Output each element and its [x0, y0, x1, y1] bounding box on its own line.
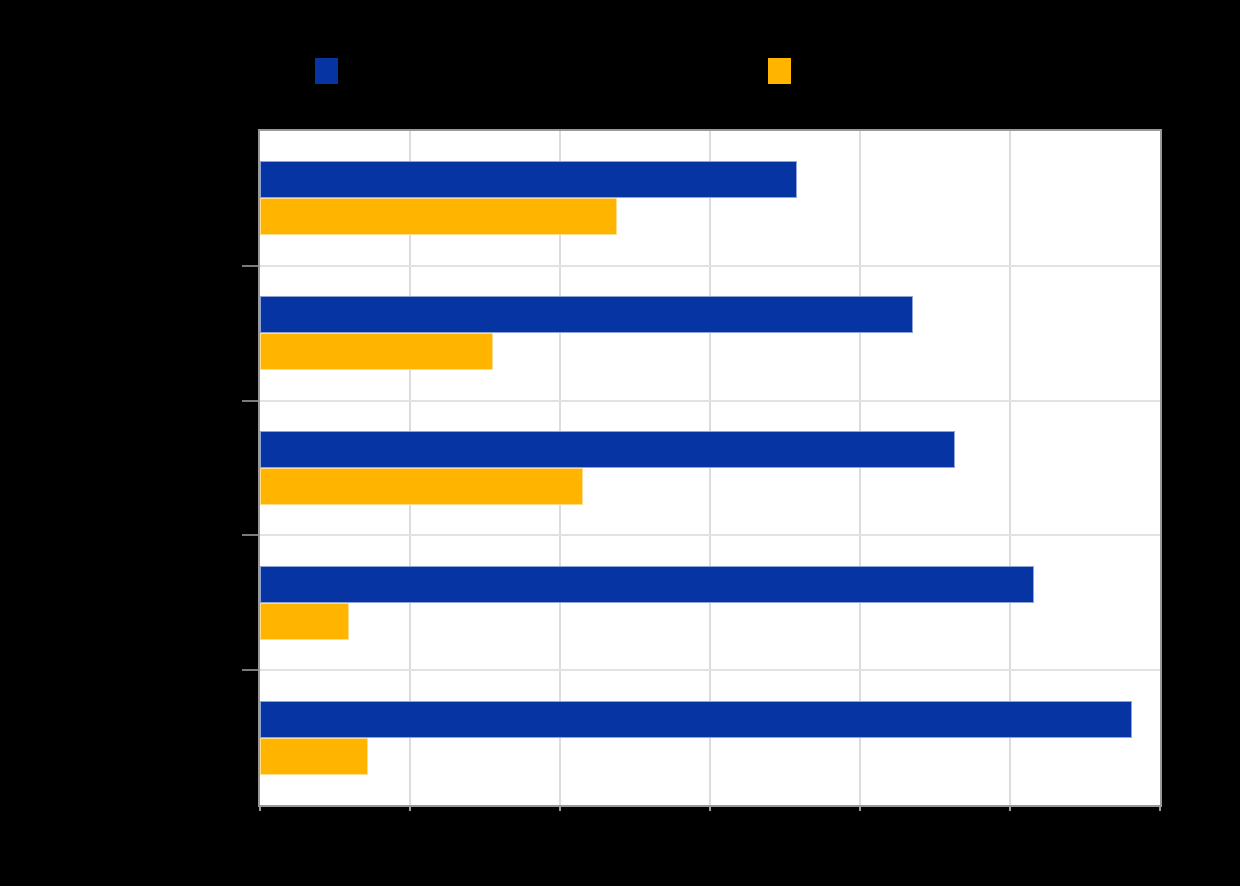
- bar-blue-group-1: [260, 161, 797, 198]
- legend-swatch-amber: [768, 58, 791, 84]
- x-axis-tick: [859, 807, 861, 811]
- bar-blue-group-4: [260, 566, 1034, 603]
- x-axis-tick: [1009, 807, 1011, 811]
- y-axis-tick: [242, 534, 258, 536]
- y-gridline: [260, 534, 1160, 536]
- y-axis-tick: [242, 669, 258, 671]
- chart-image: [0, 0, 1240, 886]
- bar-blue-group-2: [260, 296, 913, 333]
- y-gridline: [260, 265, 1160, 267]
- x-axis-tick: [559, 807, 561, 811]
- y-gridline: [260, 400, 1160, 402]
- bar-blue-group-5: [260, 701, 1132, 738]
- bar-blue-group-3: [260, 431, 955, 468]
- x-axis-tick: [409, 807, 411, 811]
- bar-amber-group-4: [260, 603, 349, 640]
- bar-amber-group-3: [260, 468, 583, 505]
- x-axis-tick: [1159, 807, 1161, 811]
- x-axis-tick: [709, 807, 711, 811]
- plot-area: [258, 129, 1162, 807]
- y-axis-tick: [242, 265, 258, 267]
- y-axis-tick: [242, 400, 258, 402]
- y-gridline: [260, 669, 1160, 671]
- bar-amber-group-5: [260, 738, 368, 775]
- x-axis-tick: [259, 807, 261, 811]
- bar-amber-group-2: [260, 333, 493, 370]
- legend-swatch-blue: [315, 58, 338, 84]
- bar-amber-group-1: [260, 198, 617, 235]
